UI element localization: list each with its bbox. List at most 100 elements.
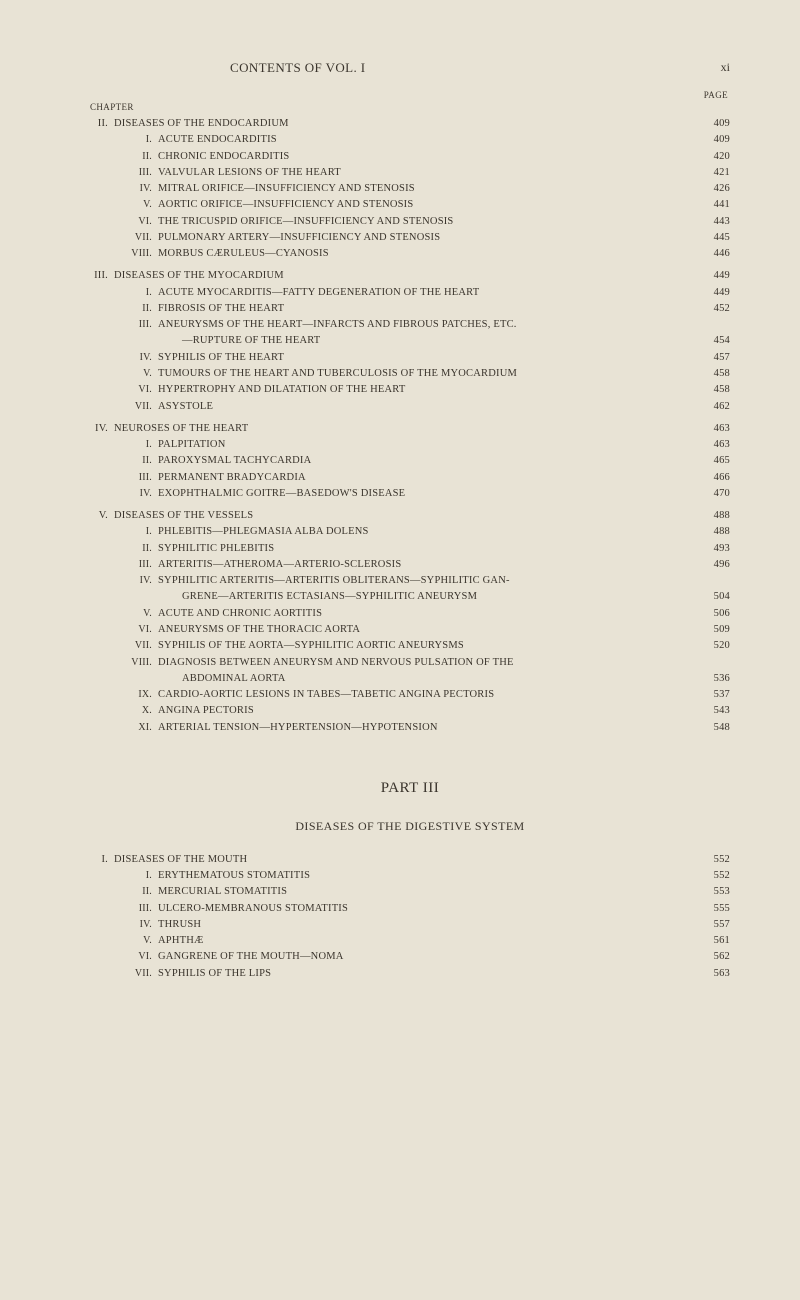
toc-entry-page: 452	[696, 301, 730, 317]
toc-entry-roman: V.	[90, 933, 152, 949]
toc-entry: V.TUMOURS OF THE HEART AND TUBERCULOSIS …	[90, 366, 730, 382]
toc-entry: III.DISEASES OF THE MYOCARDIUM449	[90, 268, 730, 284]
toc-entry-roman: I.	[90, 437, 152, 453]
toc-entry-roman: I.	[90, 868, 152, 884]
toc-entry-page: 563	[696, 966, 730, 982]
toc-entry-page: 488	[696, 524, 730, 540]
toc-entry-roman: II.	[90, 149, 152, 165]
toc-entry-page: 426	[696, 181, 730, 197]
toc-entry-page: 458	[696, 366, 730, 382]
toc-entry: II.PAROXYSMAL TACHYCARDIA465	[90, 453, 730, 469]
toc-entry-page: 555	[696, 901, 730, 917]
page-number: xi	[721, 60, 730, 76]
toc-entry-page: 548	[696, 720, 730, 736]
toc-entry-roman: III.	[90, 901, 152, 917]
header-title: CONTENTS OF VOL. I	[230, 60, 366, 76]
toc-entry-title: DISEASES OF THE VESSELS	[114, 508, 253, 524]
toc-entry-title: SYPHILIS OF THE LIPS	[158, 966, 271, 982]
toc-entry: VIII.MORBUS CÆRULEUS—CYANOSIS446	[90, 246, 730, 262]
toc-entry: III.ULCERO-MEMBRANOUS STOMATITIS555	[90, 901, 730, 917]
toc-entry-page: 496	[696, 557, 730, 573]
page-column-label: PAGE	[90, 90, 728, 100]
toc-entry-roman: II.	[90, 453, 152, 469]
toc-entry-title: MERCURIAL STOMATITIS	[158, 884, 287, 900]
toc-entry-roman: IV.	[90, 181, 152, 197]
toc-entry-title: PULMONARY ARTERY—INSUFFICIENCY AND STENO…	[158, 230, 440, 246]
toc-entry-page: 506	[696, 606, 730, 622]
toc-entry-title: TUMOURS OF THE HEART AND TUBERCULOSIS OF…	[158, 366, 517, 382]
toc-entry-title: CHRONIC ENDOCARDITIS	[158, 149, 289, 165]
toc-entry: V.AORTIC ORIFICE—INSUFFICIENCY AND STENO…	[90, 197, 730, 213]
toc-entry-roman: VI.	[90, 949, 152, 965]
toc-entry-page: 552	[696, 868, 730, 884]
toc-entry-roman: II.	[90, 116, 108, 132]
toc-entry-roman: XI.	[90, 720, 152, 736]
toc-entry-title: THRUSH	[158, 917, 201, 933]
toc-entry-title: GRENE—ARTERITIS ECTASIANS—SYPHILITIC ANE…	[182, 589, 477, 605]
toc-entry: III.VALVULAR LESIONS OF THE HEART421	[90, 165, 730, 181]
toc-entry-page: 470	[696, 486, 730, 502]
toc-entry-roman: III.	[90, 470, 152, 486]
toc-entry: V.APHTHÆ561	[90, 933, 730, 949]
toc-entry: III.ARTERITIS—ATHEROMA—ARTERIO-SCLEROSIS…	[90, 557, 730, 573]
toc-entry-page: 457	[696, 350, 730, 366]
toc-entry-roman: III.	[90, 268, 108, 284]
toc-entry-page: 445	[696, 230, 730, 246]
toc-entry: I.DISEASES OF THE MOUTH552	[90, 852, 730, 868]
toc-entry-title: SYPHILITIC PHLEBITIS	[158, 541, 274, 557]
toc-entry-title: PAROXYSMAL TACHYCARDIA	[158, 453, 311, 469]
toc-entry: V.ACUTE AND CHRONIC AORTITIS506	[90, 606, 730, 622]
toc-entry-title: DIAGNOSIS BETWEEN ANEURYSM AND NERVOUS P…	[158, 655, 514, 671]
toc-entry-title: ERYTHEMATOUS STOMATITIS	[158, 868, 310, 884]
toc-entry-title: PERMANENT BRADYCARDIA	[158, 470, 306, 486]
toc-entry-page: 421	[696, 165, 730, 181]
toc-entry-page: 454	[696, 333, 730, 349]
toc-entry-roman: I.	[90, 285, 152, 301]
toc-entry-roman: IV.	[90, 421, 108, 437]
toc-entry-page: 562	[696, 949, 730, 965]
toc-entry-page: 553	[696, 884, 730, 900]
toc-entry: VI. GANGRENE OF THE MOUTH—NOMA 562	[90, 949, 730, 965]
toc-entry-page: 488	[696, 508, 730, 524]
toc-entry-title: ABDOMINAL AORTA	[182, 671, 286, 687]
toc-entry: —RUPTURE OF THE HEART454	[90, 333, 730, 349]
toc-entry-roman: IX.	[90, 687, 152, 703]
toc-entry-page: 409	[696, 116, 730, 132]
toc-entry-roman: IV.	[90, 486, 152, 502]
toc-entry: X.ANGINA PECTORIS543	[90, 703, 730, 719]
toc-entry: VI.ANEURYSMS OF THE THORACIC AORTA509	[90, 622, 730, 638]
toc-entry: IV.MITRAL ORIFICE—INSUFFICIENCY AND STEN…	[90, 181, 730, 197]
toc-entry-title: SYPHILIS OF THE AORTA—SYPHILITIC AORTIC …	[158, 638, 464, 654]
toc-entry-roman: III.	[90, 557, 152, 573]
toc-entry-roman: III.	[90, 317, 152, 333]
toc-entry: V.DISEASES OF THE VESSELS488	[90, 508, 730, 524]
toc-entry-title: SYPHILIS OF THE HEART	[158, 350, 284, 366]
toc-entry: IV.NEUROSES OF THE HEART463	[90, 421, 730, 437]
toc-entry-title: ASYSTOLE	[158, 399, 213, 415]
toc-entry: VII.PULMONARY ARTERY—INSUFFICIENCY AND S…	[90, 230, 730, 246]
toc-entry-page: 520	[696, 638, 730, 654]
toc-entry-roman: VII.	[90, 399, 152, 415]
toc-entry-page: 537	[696, 687, 730, 703]
toc-entry: I.PHLEBITIS—PHLEGMASIA ALBA DOLENS488	[90, 524, 730, 540]
toc-entry: ABDOMINAL AORTA536	[90, 671, 730, 687]
toc-entry-title: ACUTE ENDOCARDITIS	[158, 132, 277, 148]
toc-entry-roman: VI.	[90, 214, 152, 230]
toc-entry: II.CHRONIC ENDOCARDITIS420	[90, 149, 730, 165]
toc-entry-page: 561	[696, 933, 730, 949]
toc-entry-page: 466	[696, 470, 730, 486]
toc-entry-title: NEUROSES OF THE HEART	[114, 421, 248, 437]
toc-entry: I.ACUTE MYOCARDITIS—FATTY DEGENERATION O…	[90, 285, 730, 301]
toc-entry: II.FIBROSIS OF THE HEART452	[90, 301, 730, 317]
toc-entry-title: FIBROSIS OF THE HEART	[158, 301, 284, 317]
toc-entry: IX. CARDIO-AORTIC LESIONS IN TABES—TABETI…	[90, 687, 730, 703]
toc-entry: II.SYPHILITIC PHLEBITIS493	[90, 541, 730, 557]
toc-entry-title: CARDIO-AORTIC LESIONS IN TABES—TABETIC A…	[158, 687, 494, 703]
toc-entry-title: ACUTE AND CHRONIC AORTITIS	[158, 606, 322, 622]
toc-entry-title: GANGRENE OF THE MOUTH—NOMA	[158, 949, 344, 965]
toc-entry-roman: III.	[90, 165, 152, 181]
toc-entry-title: DISEASES OF THE ENDOCARDIUM	[114, 116, 289, 132]
toc-entry-roman: I.	[90, 132, 152, 148]
toc-entry-page: 509	[696, 622, 730, 638]
toc-entry-title: ANEURYSMS OF THE HEART—INFARCTS AND FIBR…	[158, 317, 517, 333]
